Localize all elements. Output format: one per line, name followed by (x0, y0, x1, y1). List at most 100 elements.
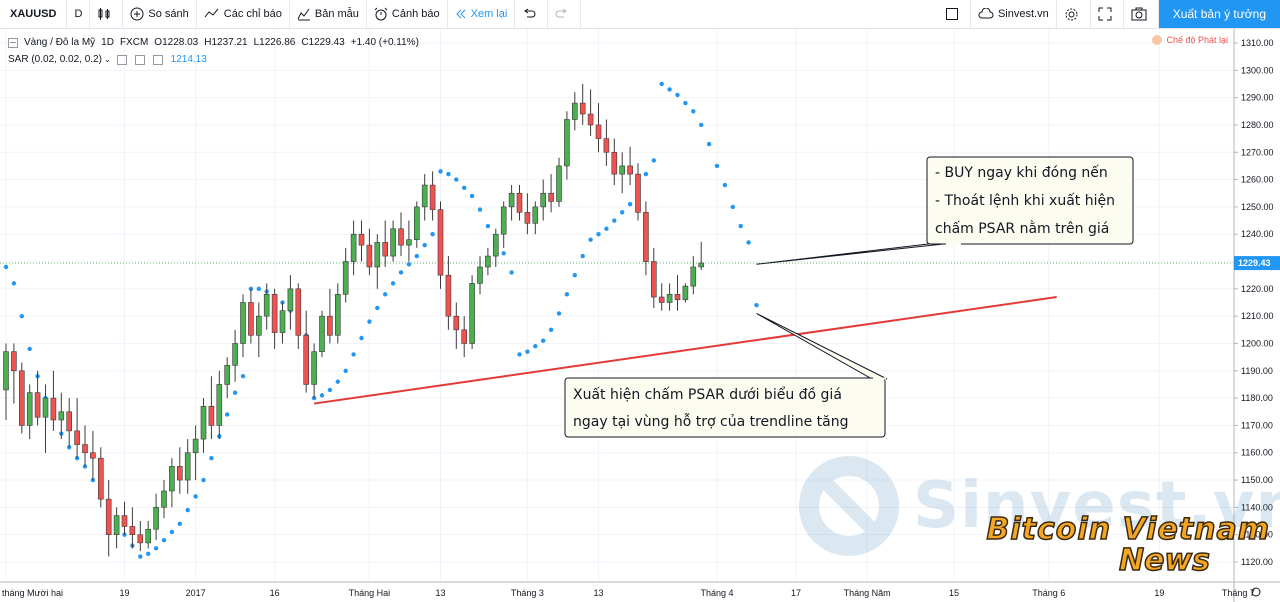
psar-dot (446, 171, 451, 177)
candle (390, 220, 396, 262)
legend-source: FXCM (119, 37, 149, 48)
x-tick-label: 19 (1154, 588, 1164, 598)
candle (327, 288, 333, 344)
brand-label: Sinvest.vn (997, 8, 1049, 20)
publish-idea-button[interactable]: Xuất bản ý tưởng (1158, 0, 1280, 28)
psar-dot (201, 477, 206, 483)
candle-body (327, 315, 333, 336)
psar-dot (153, 546, 159, 551)
sar-visibility-icon[interactable] (116, 54, 127, 65)
compare-button[interactable]: So sánh (123, 0, 197, 28)
psar-layer (3, 81, 759, 559)
psar-dot (517, 352, 522, 357)
candle (548, 174, 554, 213)
psar-dot (169, 529, 175, 535)
candle-body (469, 283, 475, 344)
psar-dot (11, 281, 17, 286)
psar-dot (620, 210, 625, 215)
interval-button[interactable]: D (67, 0, 91, 28)
sar-close-icon[interactable] (152, 54, 163, 65)
candle-body (287, 288, 294, 311)
candle (121, 501, 128, 535)
y-tick-label: 1300.00 (1241, 65, 1274, 75)
candle-body (453, 315, 460, 331)
x-tick-label: 2017 (186, 588, 206, 598)
candle-body (271, 294, 278, 333)
chart-type-button[interactable] (90, 0, 124, 28)
toolbar-right: Sinvest.vn Xuất bản ý tưởng (938, 0, 1280, 28)
candle (698, 241, 705, 271)
candle-body (682, 285, 689, 301)
candle (11, 343, 17, 404)
psar-dot (525, 349, 530, 354)
psar-dot (414, 253, 419, 259)
psar-dot (367, 319, 372, 324)
candle (271, 288, 278, 349)
y-tick-label: 1120.00 (1241, 557, 1273, 567)
sar-settings-icon[interactable] (134, 54, 145, 65)
last-price-tag (1234, 256, 1280, 271)
indicators-button[interactable]: Các chỉ báo (197, 0, 290, 28)
settings-button[interactable] (1057, 0, 1091, 28)
undo-button[interactable] (515, 0, 549, 28)
psar-dot (438, 169, 443, 174)
candle (382, 220, 389, 267)
y-tick-label: 1140.00 (1241, 502, 1273, 512)
redo-button[interactable] (548, 0, 582, 28)
alert-button[interactable]: Cảnh báo (367, 0, 448, 28)
sar-value: 1214.13 (170, 54, 207, 65)
psar-dot (375, 305, 380, 311)
psar-dot (754, 303, 759, 308)
candle-body (82, 444, 88, 454)
time-axis[interactable]: tháng Mười hai 19 2017 16 Tháng Hai 13 Tháng 3… (0, 581, 1280, 598)
candle-body (319, 315, 325, 352)
replay-button[interactable]: Xem lại (448, 0, 516, 28)
callout-1-line: - BUY ngay khi đóng nến (935, 164, 1108, 181)
brand-button[interactable]: Sinvest.vn (971, 0, 1057, 28)
legend-change: +1.40 (+0.11%) (350, 37, 419, 48)
candle-body (548, 192, 554, 202)
psar-dot (675, 92, 680, 98)
psar-dot (343, 368, 348, 373)
candle (184, 439, 191, 494)
candle (461, 316, 468, 358)
candle (579, 83, 586, 125)
candle (287, 275, 294, 330)
candle-body (587, 113, 594, 126)
fullscreen-toggle[interactable] (938, 0, 971, 28)
price-axis[interactable]: 1120.00 1130.00 1140.00 1150.00 1160.00 1170.… (1233, 29, 1280, 602)
candle-body (255, 315, 262, 336)
candle-body (11, 351, 17, 372)
snapshot-button[interactable] (1124, 0, 1159, 28)
candle-body (145, 528, 151, 544)
legend-title[interactable]: Vàng / Đô la Mỹ (24, 37, 96, 48)
sar-label[interactable]: SAR (0.02, 0.02, 0.2) (8, 54, 102, 65)
expand-button[interactable] (1091, 0, 1124, 28)
templates-button[interactable]: Bản mẫu (290, 0, 367, 28)
sar-dropdown-icon[interactable]: ⌄ (103, 55, 111, 64)
candle-body (690, 266, 697, 287)
indicators-icon (204, 8, 219, 18)
candle (169, 458, 175, 508)
candle (477, 256, 483, 295)
candle-body (508, 192, 515, 208)
candles-icon (98, 8, 110, 20)
candle-body (532, 206, 539, 224)
psar-dot (383, 292, 388, 297)
psar-dot (256, 286, 261, 292)
symbol-button[interactable]: XAUUSD (0, 0, 68, 28)
legend-low: L1226.86 (253, 37, 296, 48)
candle (690, 256, 697, 295)
x-tick-label: 19 (119, 588, 129, 598)
replay-mode-badge: Chế độ Phát lại (1152, 35, 1228, 45)
y-tick-label: 1190.00 (1241, 366, 1273, 376)
x-tick-label: Tháng 6 (1032, 588, 1065, 598)
candle (255, 302, 262, 358)
psar-dot (541, 338, 546, 343)
collapse-icon[interactable] (8, 37, 18, 48)
candle (500, 201, 507, 248)
candle-body (342, 261, 349, 295)
x-tick-label: 15 (949, 588, 959, 598)
candle-body (279, 310, 286, 333)
